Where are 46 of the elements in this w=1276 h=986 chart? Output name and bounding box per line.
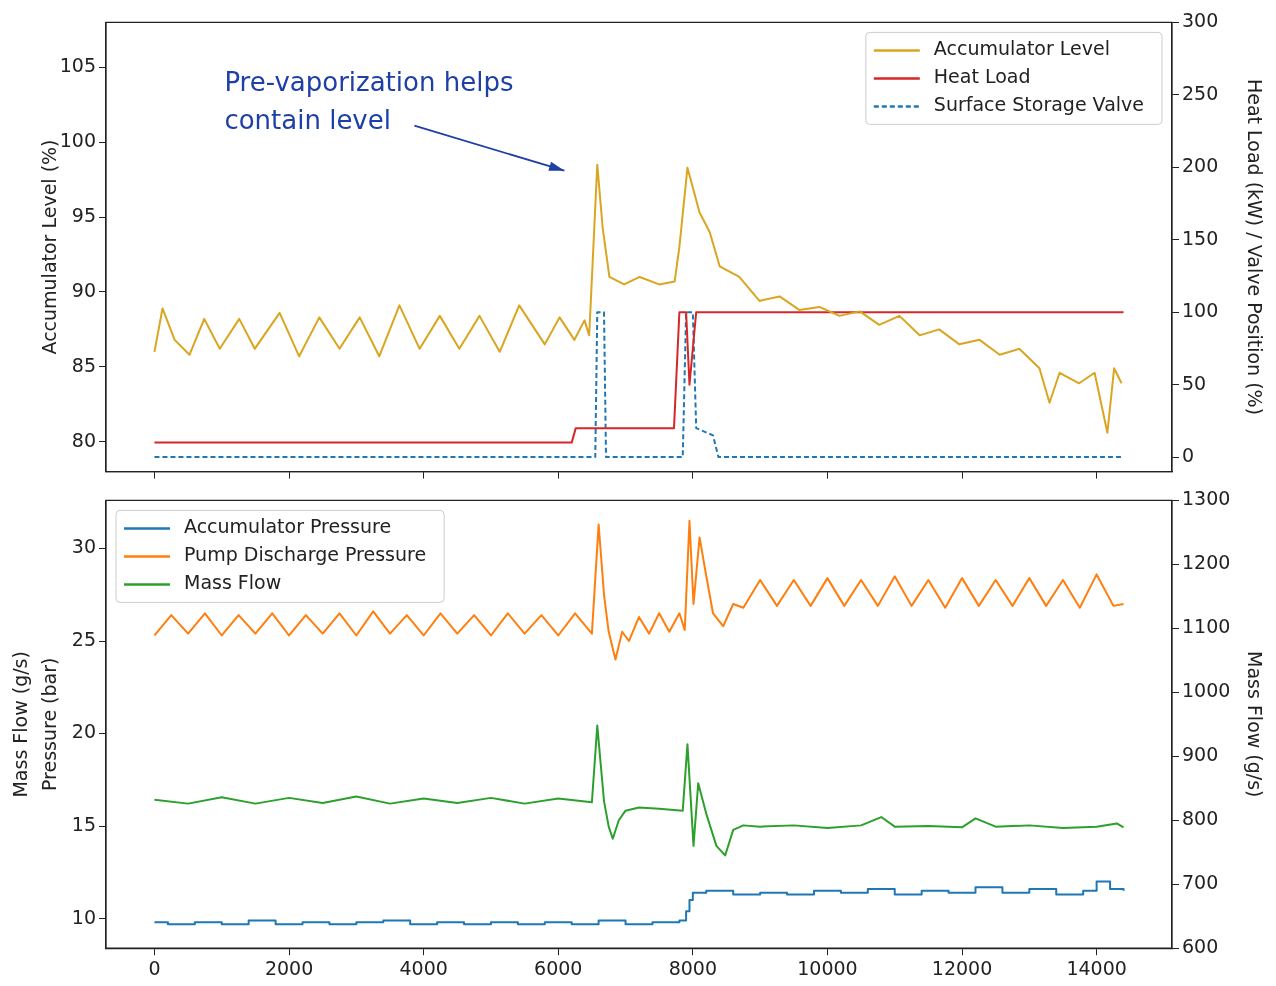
- y-tick-label: 30: [71, 535, 96, 558]
- y2-axis-title: Mass Flow (g/s): [1243, 651, 1266, 798]
- y2-tick-label: 900: [1182, 743, 1219, 766]
- x-tick-label: 14000: [1066, 956, 1127, 979]
- legend-label: Pump Discharge Pressure: [184, 543, 427, 566]
- y2-tick-label: 300: [1182, 9, 1219, 32]
- y-tick-label: 10: [71, 905, 96, 928]
- y-tick-label: 20: [71, 720, 96, 743]
- legend-label: Surface Storage Valve: [933, 93, 1145, 116]
- x-tick-label: 4000: [399, 956, 448, 979]
- x-tick-label: 10000: [797, 956, 858, 979]
- y2-tick-label: 1000: [1182, 679, 1231, 702]
- x-tick-label: 6000: [534, 956, 583, 979]
- x-tick-label: 8000: [668, 956, 718, 979]
- y2-tick-label: 0: [1182, 444, 1195, 467]
- y2-tick-label: 700: [1182, 871, 1219, 894]
- y2-tick-label: 200: [1182, 154, 1219, 177]
- legend-label: Accumulator Pressure: [184, 515, 392, 538]
- y2-tick-label: 1300: [1182, 487, 1231, 510]
- y2-tick-label: 600: [1182, 935, 1219, 958]
- legend-label: Heat Load: [933, 65, 1031, 88]
- legend-label: Accumulator Level: [933, 37, 1110, 60]
- x-tick-label: 2000: [264, 956, 314, 979]
- y-tick-label: 25: [71, 627, 96, 650]
- y2-axis-title: Heat Load (kW) / Valve Position (%): [1243, 78, 1266, 416]
- annotation: Pre-vaporization helps contain level: [224, 66, 514, 135]
- y2-tick-label: 1100: [1182, 615, 1231, 638]
- y2-tick-label: 1200: [1182, 551, 1231, 574]
- y-tick-label: 105: [59, 54, 96, 77]
- y-tick-label: 15: [71, 813, 96, 836]
- y3-axis-title: Mass Flow (g/s): [8, 651, 31, 798]
- y2-tick-label: 800: [1182, 807, 1219, 830]
- y-tick-label: 100: [59, 129, 96, 152]
- y-tick-label: 95: [71, 203, 96, 226]
- y-axis-title: Accumulator Level (%): [38, 139, 61, 355]
- y2-tick-label: 50: [1182, 371, 1207, 394]
- x-tick-label: 12000: [931, 956, 993, 979]
- y-tick-label: 90: [71, 278, 96, 301]
- y-tick-label: 85: [71, 353, 96, 376]
- y-axis-title: Pressure (bar): [38, 657, 61, 792]
- y2-tick-label: 150: [1182, 226, 1219, 249]
- y-tick-label: 80: [71, 428, 96, 451]
- y2-tick-label: 250: [1182, 81, 1219, 104]
- x-tick-label: 0: [148, 956, 161, 979]
- legend-label: Mass Flow: [184, 571, 282, 594]
- y2-tick-label: 100: [1182, 299, 1219, 322]
